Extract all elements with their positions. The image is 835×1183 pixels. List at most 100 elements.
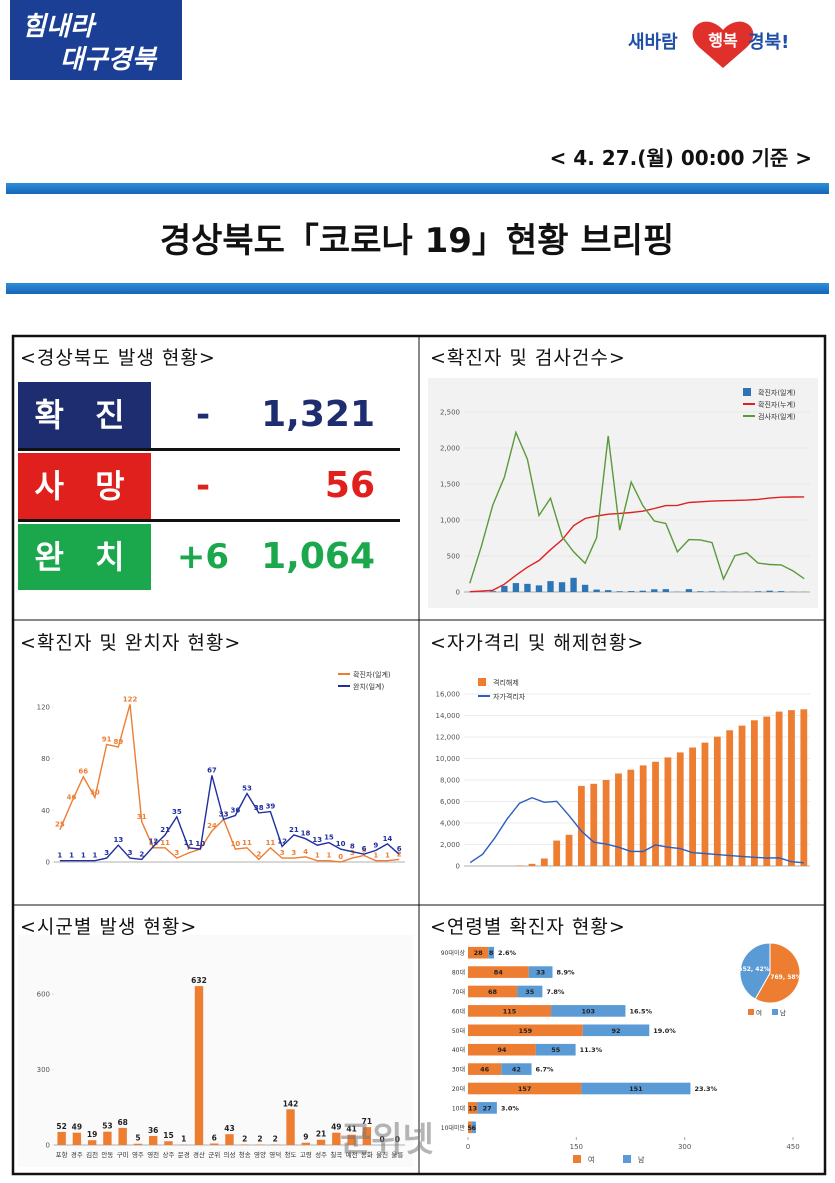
data-label: 11 bbox=[242, 839, 252, 847]
bar bbox=[489, 591, 497, 592]
bar bbox=[501, 585, 508, 592]
legend-label: 확진자(누계) bbox=[758, 400, 796, 409]
y-tick-label: 8,000 bbox=[440, 777, 460, 785]
y-tick-label: 300 bbox=[37, 1066, 50, 1074]
y-tick-label: 1,000 bbox=[440, 517, 460, 525]
data-label: 2 bbox=[273, 1134, 278, 1143]
bar bbox=[777, 591, 785, 592]
data-label: 8 bbox=[489, 949, 494, 957]
data-label: 8 bbox=[350, 843, 355, 851]
status-label: 완 치 bbox=[18, 524, 151, 590]
data-label: 1 bbox=[181, 1135, 186, 1144]
pie-label: 769, 58% bbox=[770, 974, 801, 981]
header: 힘내라 대구경북 새바람 행복 경북! < 4. 27.(월) 00:00 기준… bbox=[10, 0, 812, 261]
data-label: 9 bbox=[303, 1133, 308, 1142]
bar bbox=[628, 591, 635, 592]
bar bbox=[565, 834, 573, 866]
data-label: 6 bbox=[397, 845, 402, 853]
data-label: 49 bbox=[72, 1123, 82, 1132]
data-label: 2 bbox=[256, 850, 261, 858]
panel-heading: <시군별 발생 현황> bbox=[20, 916, 198, 938]
data-label: 3 bbox=[174, 849, 179, 857]
bar bbox=[766, 590, 773, 592]
bar-segment bbox=[501, 1063, 532, 1075]
data-label: 5 bbox=[135, 1134, 140, 1143]
data-label: 159 bbox=[519, 1027, 533, 1035]
x-tick-label: 영덕 bbox=[269, 1150, 281, 1159]
data-label: 27 bbox=[483, 1104, 492, 1112]
total-label: 16.5% bbox=[629, 1007, 652, 1015]
data-label: 3 bbox=[291, 849, 296, 857]
pie-legend-swatch bbox=[748, 1009, 754, 1015]
y-tick-label: 12,000 bbox=[436, 734, 461, 742]
bar bbox=[240, 1144, 249, 1145]
total-label: 23.3% bbox=[694, 1085, 717, 1093]
data-label: 15 bbox=[163, 1131, 173, 1140]
y-tick-label: 10,000 bbox=[436, 755, 461, 763]
data-label: 1 bbox=[373, 852, 378, 860]
data-label: 11 bbox=[184, 839, 194, 847]
x-tick-label: 성주 bbox=[315, 1150, 327, 1159]
data-label: 84 bbox=[494, 969, 504, 977]
data-label: 3 bbox=[350, 849, 355, 857]
data-label: 2 bbox=[242, 1134, 247, 1143]
data-label: 66 bbox=[78, 768, 88, 776]
data-label: 21 bbox=[289, 826, 299, 834]
x-tick-label: 450 bbox=[786, 1143, 799, 1151]
line-series bbox=[59, 775, 400, 862]
bar bbox=[602, 780, 610, 866]
bar bbox=[570, 577, 577, 592]
x-tick-label: 안동 bbox=[101, 1150, 113, 1159]
x-tick-label: 영주 bbox=[132, 1150, 144, 1159]
x-tick-label: 칠곡 bbox=[330, 1150, 342, 1159]
legend-label: 확진자(일계) bbox=[353, 670, 391, 679]
data-label: 10 bbox=[195, 840, 205, 848]
bar-segment bbox=[488, 946, 494, 959]
x-tick-label: 김천 bbox=[86, 1150, 98, 1159]
bar bbox=[535, 585, 543, 592]
data-label: 10 bbox=[336, 840, 346, 848]
x-tick-label: 0 bbox=[466, 1143, 470, 1151]
y-tick-label: 0 bbox=[456, 589, 460, 597]
bar bbox=[577, 785, 585, 866]
data-label: 11 bbox=[160, 839, 170, 847]
logo-left-line: 대구경북 bbox=[60, 45, 158, 75]
y-tick-label: 4,000 bbox=[440, 820, 460, 828]
bar bbox=[210, 1143, 219, 1145]
x-tick-label: 포항 bbox=[56, 1150, 68, 1159]
bar-segment bbox=[551, 1005, 626, 1017]
data-label: 115 bbox=[503, 1007, 517, 1015]
y-tick-label: 90대이상 bbox=[441, 949, 466, 957]
data-label: 91 bbox=[102, 735, 112, 743]
y-tick-label: 60대 bbox=[452, 1007, 465, 1015]
watermark: 군위넷 bbox=[340, 1120, 434, 1160]
data-label: 0 bbox=[395, 1135, 400, 1144]
bar bbox=[616, 591, 623, 592]
bar bbox=[639, 765, 647, 866]
legend-label: 남 bbox=[638, 1155, 645, 1164]
y-tick-label: 6,000 bbox=[440, 798, 460, 806]
logo-right-text: 경북! bbox=[748, 32, 789, 53]
y-tick-label: 1,500 bbox=[440, 481, 460, 489]
data-label: 5 bbox=[468, 1124, 473, 1132]
bar bbox=[676, 752, 684, 866]
data-label: 142 bbox=[283, 1099, 299, 1108]
total-label: 11.3% bbox=[580, 1046, 603, 1054]
y-tick-label: 80 bbox=[41, 755, 50, 763]
logo-heart bbox=[692, 21, 754, 68]
bar bbox=[133, 1143, 143, 1145]
data-label: 68 bbox=[488, 988, 498, 996]
bar bbox=[651, 589, 658, 592]
bar bbox=[558, 582, 566, 592]
data-label: 46 bbox=[480, 1066, 490, 1074]
y-tick-label: 600 bbox=[37, 991, 50, 999]
pie-legend-label: 남 bbox=[780, 1008, 786, 1017]
bar bbox=[225, 1134, 234, 1145]
panel-heading: <경상북도 발생 현황> bbox=[20, 347, 216, 369]
data-label: 103 bbox=[581, 1007, 595, 1015]
data-label: 36 bbox=[148, 1126, 158, 1135]
data-label: 36 bbox=[230, 806, 240, 814]
data-label: 13 bbox=[312, 836, 322, 844]
data-label: 21 bbox=[160, 826, 170, 834]
